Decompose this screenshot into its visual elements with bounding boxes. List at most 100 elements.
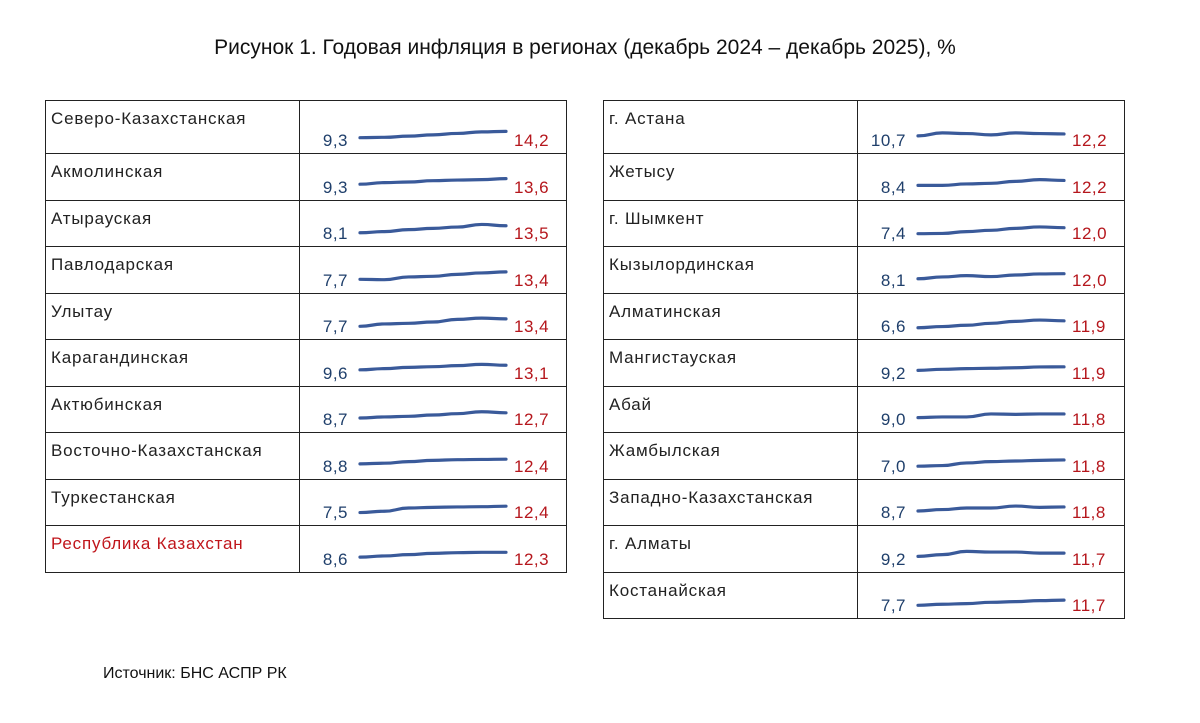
end-value: 11,9 [1072, 363, 1106, 383]
end-value: 12,7 [514, 410, 550, 429]
sparkline [916, 178, 1066, 187]
sparkline-path [916, 272, 1066, 281]
end-value: 12,0 [1072, 224, 1108, 243]
sparkline-path [916, 178, 1066, 187]
region-name: Жетысу [609, 162, 676, 181]
table-row: Павлодарская 7,7 13,4 [45, 246, 567, 294]
sparkline-cell: 9,2 11,7 [857, 525, 1125, 573]
sparkline [358, 129, 508, 140]
start-value: 7,7 [322, 317, 348, 336]
start-value: 8,8 [322, 456, 348, 476]
start-value: 9,3 [322, 131, 348, 150]
end-value: 11,7 [1072, 549, 1106, 569]
sparkline-path [916, 549, 1066, 558]
start-value: 7,0 [880, 456, 906, 476]
sparkline [358, 362, 508, 372]
region-name: Туркестанская [51, 487, 176, 507]
region-name: Абай [609, 394, 652, 414]
table-row: Актюбинская 8,7 12,7 [45, 385, 567, 433]
sparkline-path [358, 129, 508, 140]
sparkline-path [916, 411, 1066, 419]
table-row: Карагандинская 9,6 13,1 [45, 339, 567, 387]
region-name-cell: Атырауская [45, 199, 300, 247]
start-value: 7,7 [880, 596, 906, 615]
region-name: Западно-Казахстанская [609, 487, 814, 507]
sparkline [916, 131, 1066, 138]
table-row: г. Шымкент 7,4 12,0 [603, 199, 1125, 247]
end-value: 11,7 [1072, 596, 1106, 615]
region-name-cell: Западно-Казахстанская [603, 478, 858, 526]
sparkline-cell: 8,1 12,0 [857, 246, 1125, 294]
region-name: Актюбинская [51, 394, 163, 414]
end-value: 11,8 [1072, 456, 1106, 476]
table-row: г. Алматы 9,2 11,7 [603, 525, 1125, 573]
sparkline [358, 222, 508, 234]
sparkline [358, 550, 508, 559]
sparkline-path [358, 222, 508, 234]
sparkline-cell: 7,7 13,4 [299, 292, 567, 340]
source-note: Источник: БНС АСПР РК [103, 665, 287, 682]
sparkline-cell: 7,0 11,8 [857, 432, 1125, 480]
sparkline-cell: 9,3 14,2 [299, 100, 567, 154]
start-value: 9,2 [880, 549, 906, 569]
sparkline [358, 270, 508, 282]
table-row: Кызылординская 8,1 12,0 [603, 246, 1125, 294]
region-name: Улытау [51, 301, 113, 321]
end-value: 11,8 [1072, 503, 1106, 522]
start-value: 10,7 [870, 131, 906, 150]
table-row: Атырауская 8,1 13,5 [45, 199, 567, 247]
sparkline [916, 272, 1066, 281]
region-name: Акмолинская [51, 162, 164, 181]
table-row: Восточно-Казахстанская 8,8 12,4 [45, 432, 567, 480]
region-name: Павлодарская [51, 255, 174, 274]
region-name-cell: г. Алматы [603, 525, 858, 573]
region-name: Республика Казахстан [51, 534, 244, 553]
sparkline [916, 503, 1066, 513]
sparkline [916, 224, 1066, 235]
sparkline-cell: 9,3 13,6 [299, 153, 567, 201]
table-row: г. Астана 10,7 12,2 [603, 100, 1125, 154]
table-row: Акмолинская 9,3 13,6 [45, 153, 567, 201]
sparkline-path [358, 177, 508, 186]
region-name: Алматинская [609, 301, 722, 321]
sparkline-path [916, 317, 1066, 329]
table-row: Алматинская 6,6 11,9 [603, 292, 1125, 340]
sparkline [916, 549, 1066, 558]
table-row: Республика Казахстан 8,6 12,3 [45, 525, 567, 573]
sparkline-path [358, 315, 508, 328]
sparkline-cell: 6,6 11,9 [857, 292, 1125, 340]
start-value: 6,6 [880, 317, 906, 336]
region-name-cell: Кызылординская [603, 246, 858, 294]
region-name: Мангистауская [609, 348, 737, 367]
end-value: 12,3 [514, 549, 550, 569]
region-name-cell: Павлодарская [45, 246, 300, 294]
sparkline [358, 504, 508, 514]
region-name-cell: Карагандинская [45, 339, 300, 387]
table-row: Северо-Казахстанская 9,3 14,2 [45, 100, 567, 154]
sparkline-path [358, 362, 508, 372]
sparkline-cell: 8,7 12,7 [299, 385, 567, 433]
figure-title: Рисунок 1. Годовая инфляция в регионах (… [214, 36, 956, 59]
end-value: 13,6 [514, 177, 550, 197]
region-name: Костанайская [609, 580, 727, 600]
region-name-cell: г. Астана [603, 100, 858, 154]
start-value: 8,7 [880, 503, 906, 522]
sparkline-path [358, 409, 508, 420]
region-name: Восточно-Казахстанская [51, 441, 263, 460]
region-name-cell: Абай [603, 385, 858, 433]
sparkline [916, 317, 1066, 329]
sparkline [916, 597, 1066, 607]
sparkline-cell: 9,2 11,9 [857, 339, 1125, 387]
end-value: 14,2 [514, 131, 550, 150]
start-value: 9,2 [880, 363, 906, 383]
sparkline-cell: 8,8 12,4 [299, 432, 567, 480]
sparkline-path [916, 131, 1066, 138]
end-value: 12,0 [1072, 270, 1108, 290]
sparkline [916, 365, 1066, 372]
start-value: 9,6 [322, 363, 348, 383]
sparkline-path [358, 504, 508, 514]
end-value: 12,4 [514, 503, 550, 522]
sparkline-cell: 8,4 12,2 [857, 153, 1125, 201]
start-value: 8,7 [322, 410, 348, 429]
start-value: 8,6 [322, 549, 348, 569]
